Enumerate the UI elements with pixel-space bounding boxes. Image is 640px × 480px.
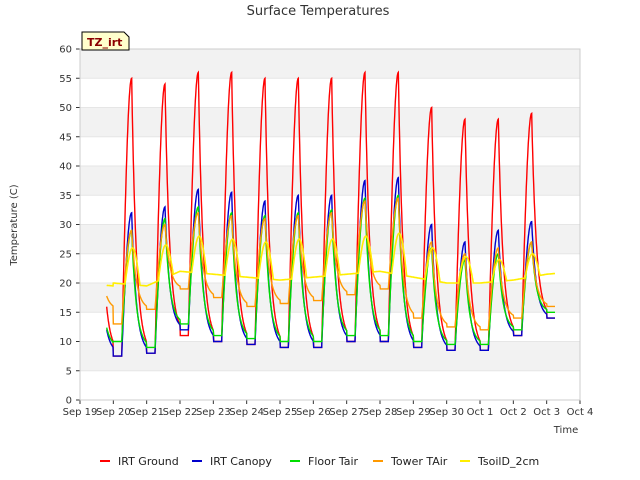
y-tick-label: 0 (66, 396, 72, 407)
y-tick-label: 50 (59, 103, 72, 114)
y-tick-label: 5 (66, 366, 72, 377)
y-tick-label: 10 (59, 337, 72, 348)
x-tick-label: Sep 21 (129, 407, 164, 418)
legend-label: Floor Tair (308, 455, 359, 468)
x-tick-label: Sep 23 (196, 407, 231, 418)
x-tick-label: Sep 29 (396, 407, 431, 418)
y-tick-label: 40 (59, 162, 72, 173)
series-line (106, 197, 555, 331)
series-line (106, 176, 555, 357)
x-tick-label: Sep 27 (329, 407, 364, 418)
x-tick-label: Sep 28 (363, 407, 398, 418)
x-tick-label: Sep 19 (63, 407, 98, 418)
y-axis: 0 5 10 15 20 25 30 35 40 45 50 55 60 (59, 45, 80, 407)
legend-label: Tower TAir (390, 455, 448, 468)
series-line (106, 194, 555, 349)
x-tick-label: Oct 4 (567, 407, 594, 418)
x-tick-label: Sep 30 (429, 407, 464, 418)
y-tick-label: 25 (59, 249, 72, 260)
legend-label: IRT Ground (118, 455, 179, 468)
x-tick-label: Sep 20 (96, 407, 131, 418)
y-tick-label: 45 (59, 132, 72, 143)
y-axis-title: Temperature (C) (9, 184, 20, 266)
grid-band (80, 283, 580, 313)
y-tick-label: 60 (59, 45, 72, 56)
y-tick-label: 35 (59, 191, 72, 202)
legend-label: IRT Canopy (210, 455, 272, 468)
legend: IRT Ground IRT Canopy Floor Tair Tower TAir… (100, 455, 539, 468)
x-tick-label: Oct 1 (467, 407, 494, 418)
legend-label: TsoilD_2cm (477, 455, 539, 468)
grid-band (80, 341, 580, 371)
plot-frame (79, 48, 581, 401)
grid-band (80, 107, 580, 137)
chart-title: Surface Temperatures (247, 4, 390, 19)
x-tick-label: Oct 2 (500, 407, 527, 418)
y-tick-label: 15 (59, 308, 72, 319)
x-tick-label: Sep 22 (163, 407, 198, 418)
x-tick-label: Sep 24 (229, 407, 264, 418)
grid-band (80, 224, 580, 254)
series-lines (106, 70, 555, 357)
x-tick-label: Sep 26 (296, 407, 331, 418)
badge-label: TZ_irt (87, 36, 122, 49)
y-tick-label: 20 (59, 279, 72, 290)
y-tick-label: 55 (59, 74, 72, 85)
y-tick-label: 30 (59, 220, 72, 231)
series-line (106, 232, 555, 287)
grid-band (80, 49, 580, 79)
tz-irt-badge: TZ_irt (81, 31, 130, 51)
x-tick-label: Sep 25 (263, 407, 298, 418)
grid-band (80, 166, 580, 196)
x-tick-label: Oct 3 (533, 407, 560, 418)
x-axis-title: Time (553, 425, 578, 436)
